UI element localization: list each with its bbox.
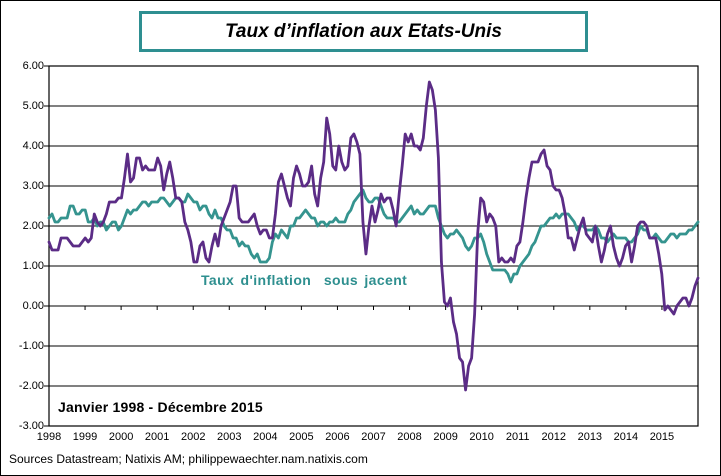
- x-axis-label: 2006: [325, 431, 350, 443]
- x-axis-label: 2002: [180, 431, 206, 443]
- y-axis-label: 2.00: [22, 220, 44, 232]
- series-line-core-inflation: [47, 188, 700, 284]
- x-axis-label: 2005: [289, 431, 314, 443]
- y-axis-label: 5.00: [22, 100, 44, 112]
- y-axis-label: 3.00: [22, 180, 44, 192]
- sources-text: Sources Datastream; Natixis AM; philippe…: [9, 452, 368, 466]
- y-axis-label: -3.00: [18, 420, 44, 432]
- core-inflation-series-label: Taux d'inflation sous jacent: [201, 272, 408, 288]
- x-axis-label: 1999: [72, 431, 98, 443]
- y-axis-label: 0.00: [22, 300, 44, 312]
- x-axis-label: 2015: [649, 431, 675, 443]
- x-axis-label: 2008: [397, 431, 422, 443]
- y-axis-label: 6.00: [22, 60, 44, 72]
- period-annotation: Janvier 1998 - Décembre 2015: [58, 399, 263, 415]
- x-axis-label: 2001: [144, 431, 170, 443]
- x-axis-label: 1998: [36, 431, 62, 443]
- series-line-headline-inflation: [47, 80, 700, 392]
- x-axis-label: 2004: [253, 431, 278, 443]
- x-axis-label: 2003: [217, 431, 242, 443]
- x-axis-label: 2009: [433, 431, 458, 443]
- y-axis-label: -2.00: [18, 380, 44, 392]
- chart-title-box: Taux d’inflation aux Etats-Unis: [139, 11, 588, 52]
- x-axis-label: 2000: [108, 431, 134, 443]
- x-axis-label: 2011: [505, 431, 530, 443]
- y-axis-label: -1.00: [18, 340, 44, 352]
- x-axis-label: 2014: [613, 431, 639, 443]
- x-axis-label: 2007: [361, 431, 386, 443]
- chart-title: Taux d’inflation aux Etats-Unis: [225, 20, 502, 42]
- y-axis-label: 4.00: [22, 140, 44, 152]
- plot-border: [48, 65, 699, 427]
- x-axis-label: 2012: [541, 431, 566, 443]
- x-axis-label: 2010: [469, 431, 494, 443]
- y-axis-label: 1.00: [22, 260, 44, 272]
- x-axis-label: 2013: [577, 431, 603, 443]
